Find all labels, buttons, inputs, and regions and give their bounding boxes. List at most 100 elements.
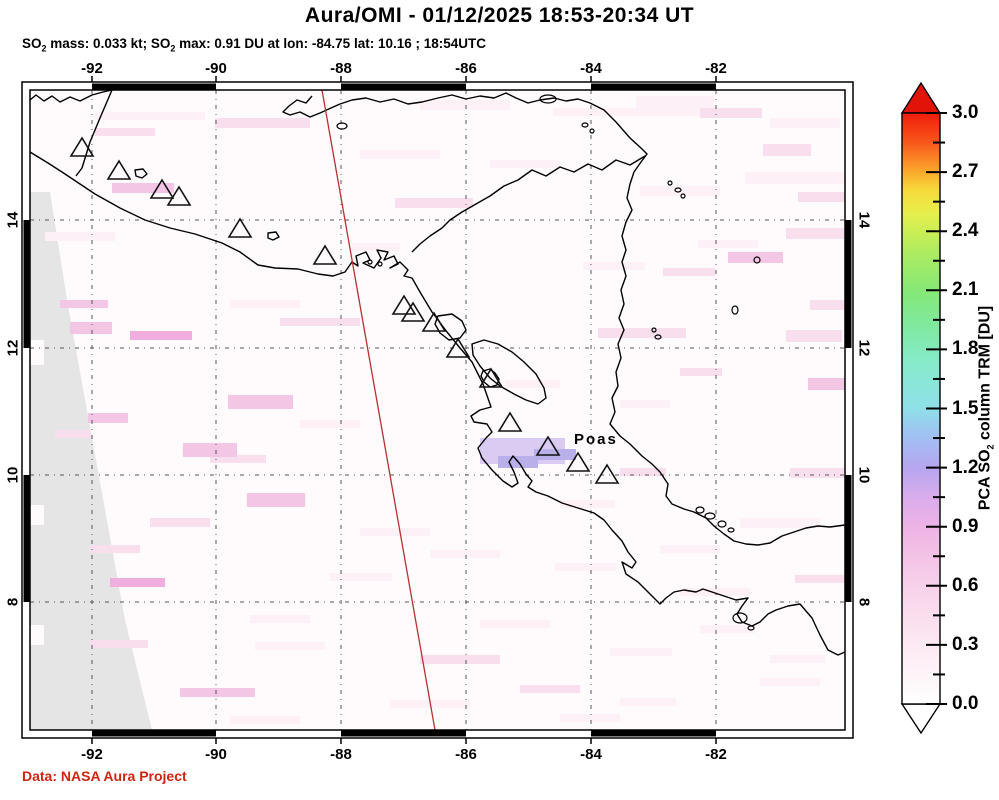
so2-streak — [798, 192, 845, 202]
so2-streak — [698, 240, 758, 248]
so2-streak — [215, 118, 310, 128]
so2-streak — [130, 331, 192, 340]
colorbar-title-subscript: 2 — [985, 444, 996, 450]
so2-streak — [740, 518, 820, 528]
so2-streak — [300, 420, 360, 428]
so2-streak — [250, 615, 310, 623]
island — [732, 612, 748, 624]
so2-streak — [808, 378, 845, 390]
colorbar-value-label: 1.8 — [952, 338, 979, 360]
outer-frame — [21, 81, 854, 739]
so2-streak — [700, 108, 762, 118]
latitude-label-left: 8 — [4, 597, 22, 607]
inner-frame — [29, 89, 846, 731]
so2-streak — [70, 322, 112, 334]
border-checker — [845, 220, 852, 348]
volcano-marker — [497, 411, 523, 432]
so2-streak — [95, 112, 205, 120]
longitude-label-top: -88 — [330, 60, 352, 77]
border-checker — [341, 83, 466, 90]
volcano-marker — [421, 311, 447, 332]
so2-streak — [560, 500, 615, 508]
so2-streak — [280, 318, 360, 326]
so2-streak — [88, 413, 128, 423]
island — [674, 187, 682, 193]
volcano-marker — [312, 244, 338, 265]
so2-streak — [795, 575, 845, 583]
no-data-notch — [30, 340, 44, 365]
so2-streak — [45, 232, 115, 241]
so2-streak — [620, 468, 666, 476]
so2-streak — [420, 655, 500, 664]
island — [731, 305, 739, 315]
volcano-marker — [535, 435, 561, 456]
so2-streak — [150, 518, 210, 527]
so2-streak — [255, 642, 325, 650]
so2-streak — [786, 330, 842, 342]
so2-streak — [90, 640, 148, 648]
longitude-label-bottom: -88 — [330, 746, 352, 763]
so2-text: SO — [22, 36, 42, 51]
so2-streak — [430, 550, 500, 558]
no-data-notch — [30, 505, 44, 525]
latitude-label-right: 14 — [855, 211, 873, 229]
so2-streak — [598, 328, 686, 338]
island — [539, 94, 557, 104]
colorbar-value-label: 1.5 — [952, 397, 979, 419]
so2-streak — [55, 430, 91, 438]
so2-streak — [110, 578, 165, 587]
longitude-label-top: -82 — [705, 60, 727, 77]
so2-streak — [770, 118, 840, 128]
island — [753, 256, 761, 264]
coastline — [471, 339, 547, 405]
orbit-track-line — [321, 90, 436, 730]
border-checker — [23, 220, 30, 348]
max-text: max: 0.91 DU at lon: -84.75 lat: 10.16 ;… — [175, 36, 486, 51]
so2-streak — [360, 150, 440, 159]
no-data-region — [30, 192, 152, 730]
border-checker — [341, 730, 466, 737]
island — [704, 512, 716, 520]
island — [695, 506, 705, 514]
so2-streak — [763, 144, 811, 156]
so2-streak — [420, 100, 510, 110]
so2-streak — [210, 455, 266, 463]
island — [589, 128, 595, 134]
border-checker — [92, 730, 216, 737]
so2-streak — [360, 528, 430, 536]
colorbar-value-label: 0.6 — [952, 574, 979, 596]
island — [377, 261, 383, 267]
so2-subscript: 2 — [170, 43, 176, 54]
colorbar-over-range-arrow — [900, 81, 942, 114]
colorbar-value-label: 3.0 — [952, 102, 979, 123]
border-checker — [591, 730, 716, 737]
volcano-marker — [400, 301, 426, 322]
so2-streak — [183, 443, 237, 457]
so2-streak — [505, 380, 560, 388]
so2-streak — [395, 198, 473, 208]
so2-streak — [480, 620, 550, 628]
so2-streak — [228, 395, 293, 409]
latitude-label-left: 10 — [4, 466, 22, 484]
colorbar-value-label: 2.1 — [952, 279, 979, 301]
map-background — [30, 90, 845, 730]
colorbar-value-label: 0.9 — [952, 515, 979, 537]
so2-streak — [560, 714, 620, 722]
island — [336, 122, 348, 130]
colorbar-value-label: 1.2 — [952, 456, 979, 478]
longitude-label-top: -90 — [205, 60, 227, 77]
longitude-label-bottom: -84 — [580, 746, 602, 763]
so2-streak — [790, 468, 845, 478]
island — [727, 527, 735, 533]
so2-streak — [112, 183, 174, 193]
so2-streak — [680, 588, 750, 596]
colorbar-value-label: 0.3 — [952, 633, 979, 655]
so2-streak — [786, 228, 844, 239]
so2-streak — [330, 573, 392, 581]
coastline — [282, 92, 845, 546]
volcano-marker — [391, 294, 417, 315]
border-checker — [23, 475, 30, 602]
island — [680, 193, 686, 199]
volcano-marker — [594, 463, 620, 484]
coastline — [267, 231, 280, 241]
